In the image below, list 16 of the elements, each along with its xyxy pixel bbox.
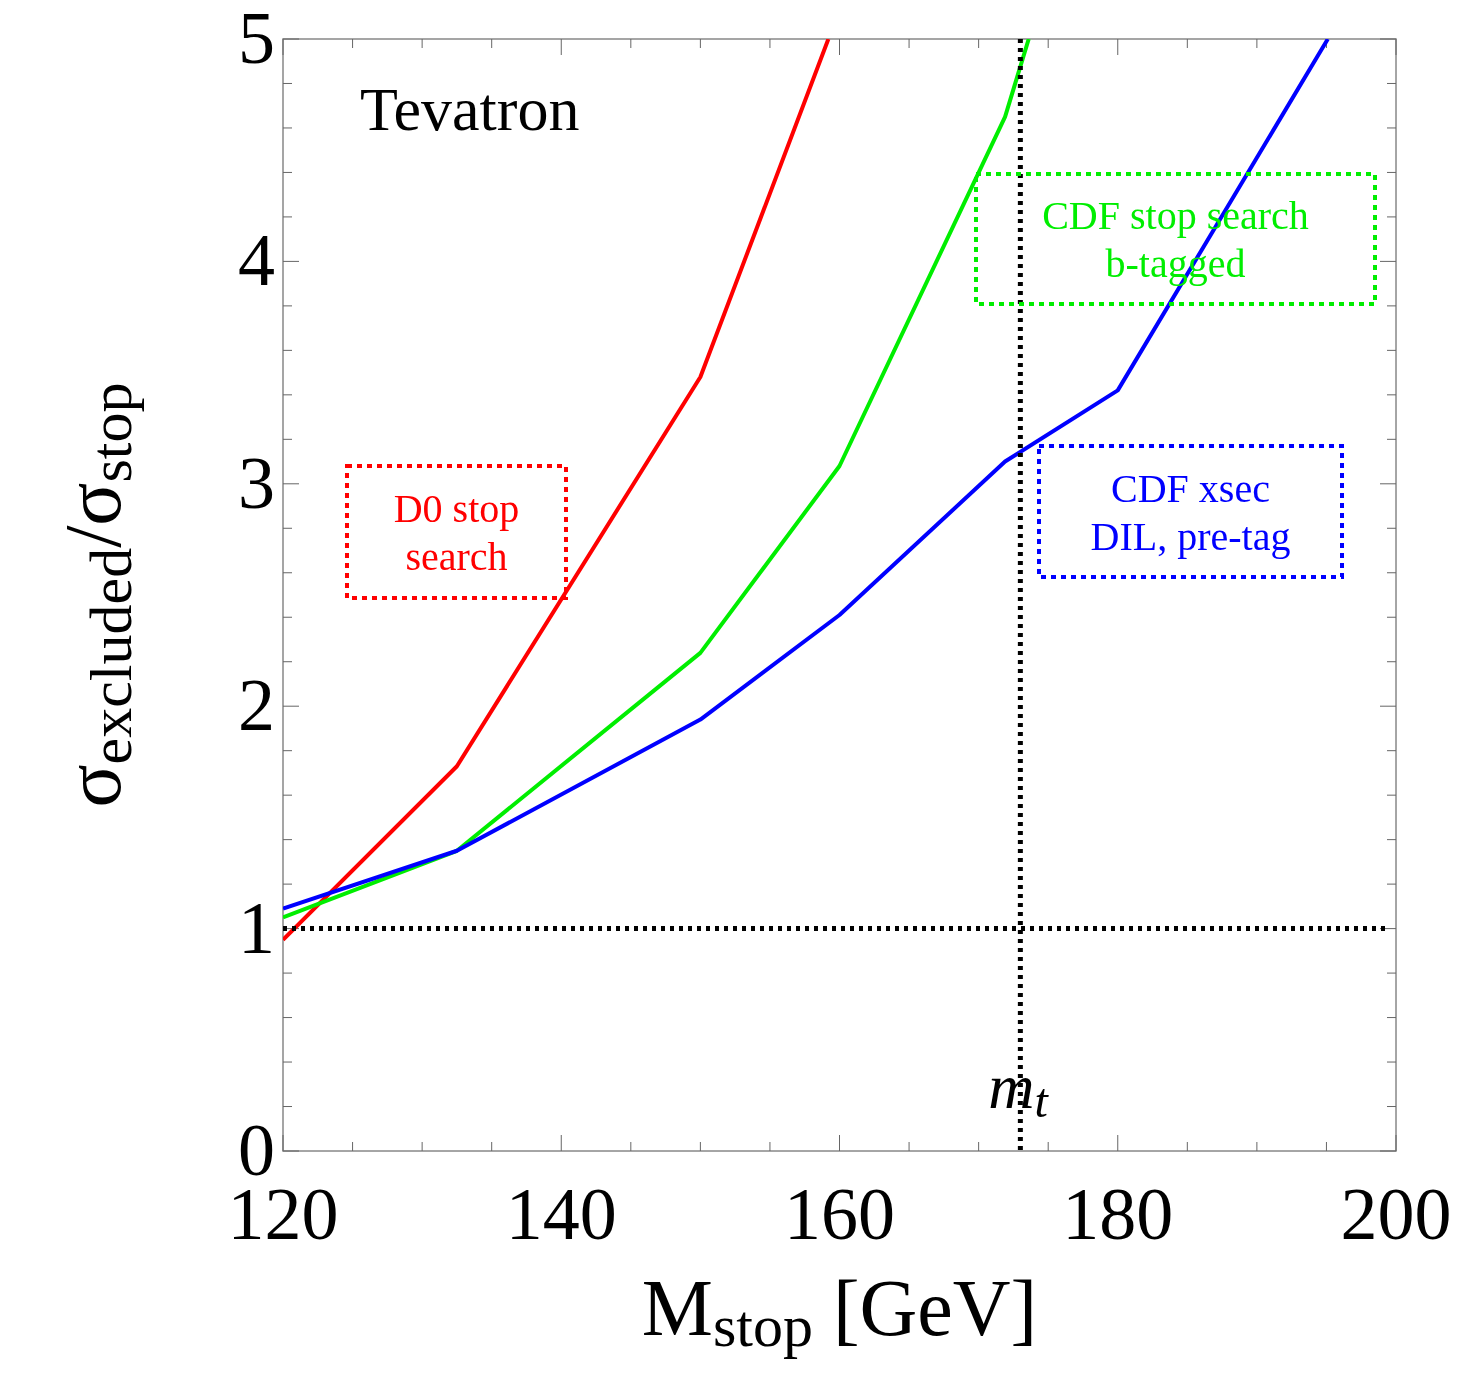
- x-tick-label: 160: [784, 1173, 895, 1255]
- x-tick-label: 140: [505, 1173, 617, 1255]
- line-series: [283, 39, 831, 942]
- y-tick-label: 3: [238, 441, 275, 524]
- line-series: [283, 39, 1330, 911]
- ref-line-label: m$_{t}$: [988, 1051, 1050, 1127]
- series-label: CDF xsec DIL, pre-tag: [1090, 465, 1291, 559]
- x-tick-label: 200: [1340, 1173, 1452, 1255]
- y-tick-label: 1: [238, 886, 275, 969]
- y-tick-label: 5: [238, 0, 275, 79]
- y-tick-label: 4: [238, 219, 275, 302]
- x-axis-title: M$_{stop}$ [GeV]: [641, 1264, 1038, 1359]
- x-tick-label: 180: [1062, 1173, 1174, 1255]
- annotation: Tevatron: [360, 75, 580, 143]
- series-label: D0 stop search: [393, 486, 520, 579]
- y-tick-label: 2: [238, 664, 275, 747]
